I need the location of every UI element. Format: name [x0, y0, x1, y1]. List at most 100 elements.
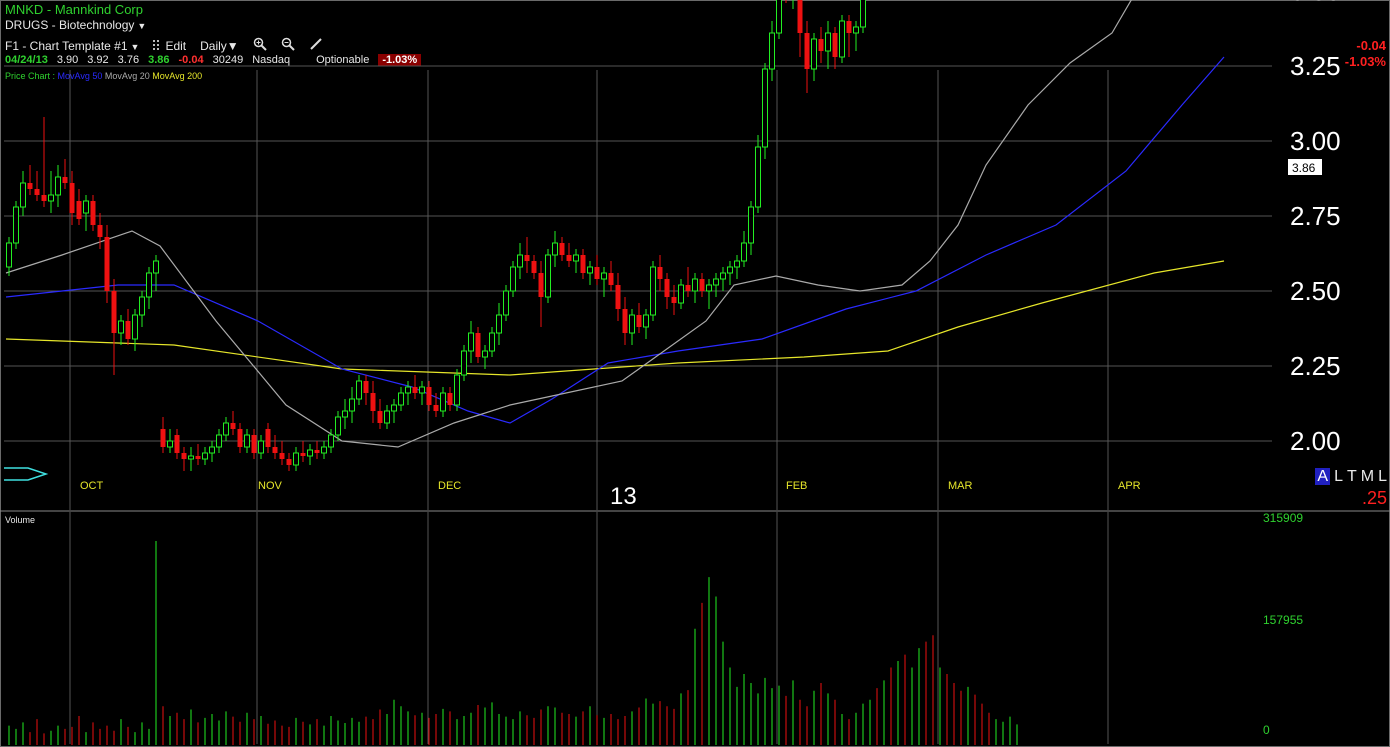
candle-body: [300, 453, 306, 456]
candle-body: [244, 434, 250, 448]
candle-body: [769, 32, 775, 70]
template-selector[interactable]: F1 - Chart Template #1 ▼: [5, 39, 139, 53]
candle-body: [174, 435, 180, 453]
month-label: DEC: [438, 480, 461, 492]
candle: [468, 321, 474, 363]
candle-body: [314, 450, 320, 453]
draw-tool-button[interactable]: [309, 37, 323, 54]
candle-body: [496, 314, 502, 334]
candle-body: [104, 237, 110, 291]
candle-body: [860, 0, 866, 28]
candle-body: [699, 279, 705, 291]
candle: [699, 273, 705, 297]
candle: [552, 231, 558, 267]
candle-body: [580, 255, 586, 273]
candle-body: [349, 398, 355, 412]
symbol-title[interactable]: MNKD - Mannkind Corp: [5, 2, 143, 17]
scroll-arrow-icon[interactable]: [4, 467, 49, 481]
candle: [391, 399, 397, 423]
period-selector[interactable]: Daily▼: [200, 39, 239, 53]
chevron-down-icon[interactable]: ▼: [137, 21, 147, 31]
candle-body: [818, 39, 824, 51]
candle-body: [454, 374, 460, 406]
timeframe-m[interactable]: M: [1360, 468, 1375, 485]
candle: [6, 237, 12, 276]
chevron-down-icon: ▼: [130, 41, 140, 52]
candle: [307, 444, 313, 465]
timeframe-l2[interactable]: L: [1378, 468, 1387, 485]
legend-ma50[interactable]: MovAvg 50: [57, 71, 103, 81]
year-label: 13: [610, 483, 637, 510]
candle-body: [811, 38, 817, 70]
candle: [594, 255, 600, 285]
candle: [657, 255, 663, 291]
last-price-value: 3.86: [1292, 161, 1316, 175]
timeframe-l1[interactable]: L: [1334, 468, 1343, 485]
quote-pct-change: -1.03%: [378, 54, 422, 66]
candle: [139, 291, 145, 327]
legend-ma20[interactable]: MovAvg 20: [104, 71, 150, 81]
candle-body: [461, 350, 467, 376]
candle: [111, 279, 117, 375]
candle: [776, 0, 782, 39]
candle: [573, 249, 579, 273]
ma20-path: [5, 0, 1132, 448]
candle: [608, 261, 614, 291]
candle: [41, 117, 47, 207]
candle-body: [489, 332, 495, 352]
candle-body: [279, 453, 285, 459]
zoom-in-button[interactable]: [253, 37, 267, 54]
candle: [216, 429, 222, 453]
candle-body: [839, 20, 845, 58]
timeframe-a[interactable]: A: [1315, 468, 1331, 485]
candle: [678, 279, 684, 309]
candle: [454, 369, 460, 411]
candle-body: [202, 452, 208, 460]
candle-body: [636, 315, 642, 327]
candle: [510, 261, 516, 297]
zoom-out-button[interactable]: [281, 37, 295, 54]
timeframe-t[interactable]: T: [1346, 468, 1357, 485]
candle: [69, 171, 75, 225]
edit-button[interactable]: Edit: [153, 39, 186, 53]
candle: [475, 327, 481, 363]
legend-ma200[interactable]: MovAvg 200: [152, 71, 203, 81]
candle-body: [132, 314, 138, 340]
month-label: APR: [1118, 480, 1141, 492]
ma200-line: [5, 260, 1225, 376]
candle-body: [573, 254, 579, 262]
candle: [692, 273, 698, 303]
edit-label: Edit: [165, 38, 187, 53]
candle-body: [853, 26, 859, 34]
quote-exchange: Nasdaq: [252, 54, 291, 66]
candle: [34, 171, 40, 201]
candle: [118, 315, 124, 345]
candle-body: [608, 273, 614, 285]
volume-bars: [8, 541, 1018, 745]
industry-label[interactable]: DRUGS - Biotechnology ▼: [5, 18, 146, 32]
candle-body: [440, 392, 446, 412]
price-tick-label: 2.75: [1290, 201, 1341, 231]
candle: [83, 195, 89, 231]
candle-body: [118, 320, 124, 334]
candle-body: [643, 314, 649, 328]
candle-body: [69, 183, 75, 213]
candle: [27, 165, 33, 195]
candle-body: [258, 440, 264, 454]
candles: [6, 0, 866, 471]
change-summary: -0.04 -1.03%: [1345, 38, 1386, 70]
price-axis: 4.254.003.753.503.253.002.752.502.252.00: [1290, 0, 1341, 456]
candle-body: [356, 380, 362, 400]
candle-body: [503, 290, 509, 316]
candle-body: [846, 21, 852, 33]
chart-legend: Price Chart : MovAvg 50 MovAvg 20 MovAvg…: [5, 71, 202, 81]
quote-date: 04/24/13: [5, 54, 48, 66]
candle-body: [615, 285, 621, 309]
candle-body: [83, 200, 89, 214]
candle: [265, 423, 271, 453]
candle: [279, 441, 285, 465]
candle: [398, 387, 404, 411]
candle-body: [20, 182, 26, 208]
candle: [419, 381, 425, 405]
